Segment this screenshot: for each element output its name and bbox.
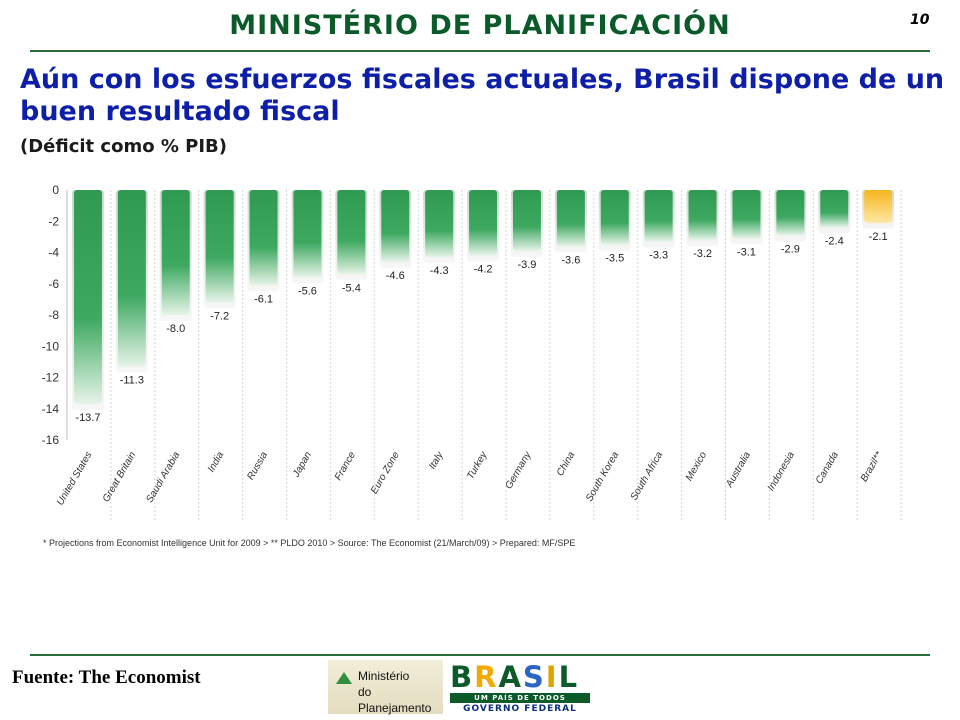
bar — [205, 190, 234, 303]
source-label: Fuente: The Economist — [12, 667, 201, 688]
x-category-label: Canada — [814, 450, 841, 486]
y-tick-label: -8 — [48, 308, 59, 322]
x-category-label: Great Britain — [101, 450, 139, 504]
x-category-label: Mexico — [684, 450, 710, 483]
brasil-letter: S — [522, 660, 546, 694]
x-category-label: China — [555, 450, 578, 479]
y-tick-label: -2 — [48, 214, 59, 228]
x-category-label: France — [333, 450, 358, 483]
x-category-label: Indonesia — [766, 450, 797, 493]
bar-value-label: -6.1 — [254, 293, 273, 305]
bar — [425, 190, 454, 258]
bar — [556, 190, 585, 247]
bar — [600, 190, 629, 245]
bar — [337, 190, 366, 275]
x-category-label: Brazil** — [859, 449, 885, 484]
x-category-label: Saudi Arabia — [144, 450, 182, 505]
ministerio-logo-text: Ministério do Planejamento — [358, 668, 443, 716]
header-title: MINISTÉRIO DE PLANIFICACIÓN — [229, 10, 731, 41]
subtitle: (Déficit como % PIB) — [20, 136, 227, 157]
bar — [73, 190, 102, 405]
top-rule — [30, 50, 930, 52]
y-tick-label: 0 — [52, 183, 59, 197]
bar-value-label: -2.9 — [781, 243, 800, 255]
bar — [512, 190, 541, 251]
bar — [820, 190, 849, 228]
bar-value-label: -11.3 — [120, 375, 144, 387]
bar-value-label: -5.4 — [342, 282, 361, 294]
bar-value-label: -4.2 — [474, 264, 493, 276]
bar-value-label: -2.4 — [825, 236, 844, 248]
x-category-label: Russia — [245, 450, 270, 482]
bar-value-label: -3.9 — [517, 259, 536, 271]
bar — [644, 190, 673, 242]
bar-value-label: -7.2 — [210, 311, 229, 323]
bar-value-label: -3.2 — [693, 248, 712, 260]
bar — [688, 190, 717, 240]
y-tick-label: -12 — [42, 371, 60, 385]
brasil-tagline: UM PAÍS DE TODOS — [450, 693, 590, 703]
bar — [381, 190, 410, 262]
x-category-label: India — [206, 450, 227, 475]
y-tick-label: -4 — [48, 246, 59, 260]
x-category-label: South Korea — [584, 450, 622, 504]
y-tick-label: -14 — [42, 402, 60, 416]
y-axis: 0 -2 -4 -6 -8 -10 -12 -14 -16 — [42, 183, 68, 447]
x-category-label: Australia — [724, 450, 754, 490]
ministerio-mark-icon — [336, 672, 352, 684]
bar — [732, 190, 761, 239]
x-category-label: Germany — [503, 449, 534, 491]
bar — [117, 190, 146, 367]
brasil-governo-logo: BRASIL UM PAÍS DE TODOS GOVERNO FEDERAL — [448, 662, 594, 714]
bottom-rule — [30, 654, 930, 656]
bar — [293, 190, 322, 278]
bar-value-label: -13.7 — [75, 412, 100, 424]
bars: -13.7 -11.3 -8.0 -7.2 -6.1 -5.6 -5.4 -4.6 -4.3 -4… — [71, 190, 902, 520]
x-category-label: Japan — [290, 450, 314, 480]
ministerio-line2: do Planejamento — [358, 685, 432, 715]
deficit-bar-chart: 0 -2 -4 -6 -8 -10 -12 -14 -16 -13.7 -11.3 -8.0 -7.2… — [42, 183, 902, 520]
x-category-label: Italy — [427, 449, 446, 471]
x-axis-labels: United States Great Britain Saudi Arabia In… — [55, 449, 885, 507]
ministerio-logo: Ministério do Planejamento — [328, 660, 443, 716]
brasil-letter: L — [558, 660, 580, 694]
bar-value-label: -8.0 — [166, 323, 185, 335]
chart-footnote: * Projections from Economist Intelligenc… — [43, 538, 576, 548]
x-category-label: Euro Zone — [369, 450, 402, 496]
brasil-letter: R — [474, 660, 499, 694]
x-category-label: Turkey — [465, 449, 490, 481]
brasil-letter: A — [498, 660, 523, 694]
bar — [469, 190, 498, 256]
bar-value-label: -3.5 — [605, 253, 624, 265]
ministerio-line1: Ministério — [358, 669, 410, 683]
brasil-letter: I — [545, 660, 559, 694]
x-category-label: United States — [55, 450, 95, 508]
brasil-letter: B — [450, 660, 475, 694]
bar-value-label: -5.6 — [298, 286, 317, 298]
bar-highlight — [864, 190, 893, 223]
brasil-governo-federal: GOVERNO FEDERAL — [463, 704, 577, 714]
y-tick-label: -10 — [42, 339, 60, 353]
page-number: 10 — [910, 12, 930, 28]
bar — [776, 190, 805, 236]
brasil-wordmark: BRASIL — [450, 662, 579, 692]
headline: Aún con los esfuerzos fiscales actuales,… — [20, 64, 945, 127]
y-tick-label: -16 — [42, 433, 60, 447]
bar-value-label: -3.3 — [649, 250, 668, 262]
bar-value-label: -3.1 — [737, 246, 756, 258]
x-category-label: South Africa — [629, 450, 666, 503]
bar-value-label: -4.3 — [430, 265, 449, 277]
y-tick-label: -6 — [48, 277, 59, 291]
bar — [249, 190, 278, 286]
bar-value-label: -2.1 — [869, 231, 888, 243]
bar-value-label: -4.6 — [386, 270, 405, 282]
bar-value-label: -3.6 — [561, 254, 580, 266]
bar — [161, 190, 190, 315]
